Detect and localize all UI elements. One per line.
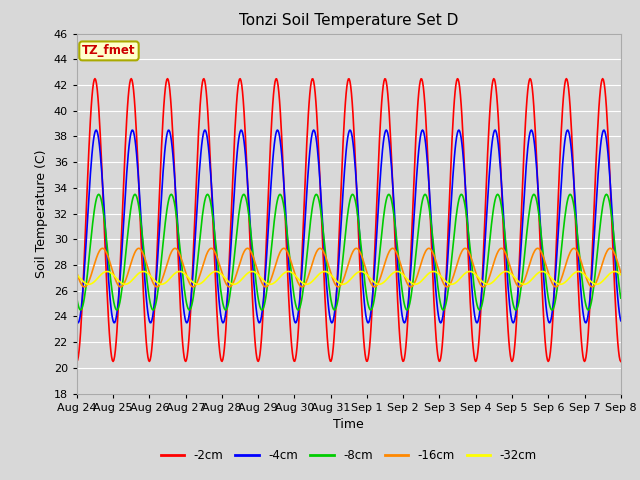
-8cm	[617, 295, 625, 301]
-8cm	[140, 243, 147, 249]
Legend: -2cm, -4cm, -8cm, -16cm, -32cm: -2cm, -4cm, -8cm, -16cm, -32cm	[156, 444, 541, 467]
-4cm	[83, 231, 90, 237]
-2cm	[223, 299, 231, 305]
-8cm	[77, 307, 84, 313]
Line: -2cm: -2cm	[77, 79, 621, 361]
-4cm	[401, 320, 408, 326]
-8cm	[84, 271, 92, 277]
-4cm	[417, 134, 424, 140]
-2cm	[617, 359, 625, 364]
-2cm	[416, 83, 424, 88]
-32cm	[617, 272, 625, 277]
-16cm	[84, 281, 92, 287]
-32cm	[140, 269, 147, 275]
-16cm	[223, 283, 231, 288]
-16cm	[195, 276, 202, 282]
-32cm	[85, 281, 93, 287]
Line: -4cm: -4cm	[77, 130, 621, 323]
-8cm	[195, 248, 202, 253]
-16cm	[416, 265, 424, 271]
-16cm	[431, 256, 439, 262]
-32cm	[416, 280, 424, 286]
-4cm	[194, 191, 202, 197]
-4cm	[139, 243, 147, 249]
-32cm	[83, 281, 90, 287]
-8cm	[416, 216, 424, 222]
-16cm	[81, 284, 88, 290]
-32cm	[611, 269, 619, 275]
-32cm	[223, 277, 231, 283]
-32cm	[195, 281, 202, 287]
-2cm	[91, 76, 99, 82]
-4cm	[383, 127, 390, 133]
-4cm	[73, 318, 81, 324]
Line: -8cm: -8cm	[77, 194, 621, 310]
-8cm	[223, 305, 231, 311]
-4cm	[433, 292, 440, 298]
-8cm	[431, 262, 439, 267]
Line: -32cm: -32cm	[77, 272, 621, 284]
Title: Tonzi Soil Temperature Set D: Tonzi Soil Temperature Set D	[239, 13, 458, 28]
Y-axis label: Soil Temperature (C): Soil Temperature (C)	[35, 149, 48, 278]
-16cm	[140, 252, 147, 257]
-16cm	[606, 245, 614, 251]
-2cm	[140, 290, 147, 296]
-4cm	[223, 302, 230, 308]
Line: -16cm: -16cm	[77, 248, 621, 287]
-16cm	[73, 270, 81, 276]
-16cm	[617, 270, 625, 276]
-4cm	[617, 318, 625, 324]
X-axis label: Time: Time	[333, 418, 364, 431]
-8cm	[603, 192, 611, 197]
-32cm	[431, 269, 439, 275]
-2cm	[73, 359, 81, 364]
-8cm	[73, 295, 81, 301]
-32cm	[73, 272, 81, 277]
-2cm	[431, 325, 439, 331]
Text: TZ_fmet: TZ_fmet	[82, 44, 136, 58]
-2cm	[195, 128, 202, 133]
-2cm	[83, 198, 90, 204]
